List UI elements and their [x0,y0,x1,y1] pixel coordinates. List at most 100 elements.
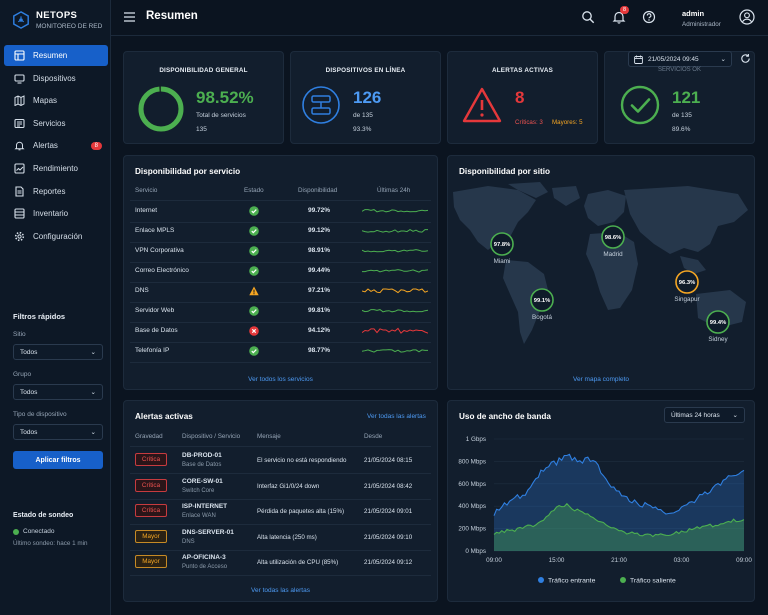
availability-count: 135 [196,126,207,133]
view-all-alerts-bottom-link[interactable]: Ver todas las alertas [251,587,310,594]
availability-ring [138,86,184,132]
active-alerts-card: Alertas activas Ver todas las alertas Gr… [123,400,438,602]
services-ok-kpi-card: 21/05/2024 09:45 ⌄ SERVICIOS OK 121 de 1… [604,51,755,144]
time-range-select[interactable]: Últimas 24 horas ⌄ [664,407,745,423]
major-alerts-count: Mayores: 5 [552,119,583,126]
hamburger-menu-icon[interactable] [124,12,135,22]
severity-badge: Mayor [135,555,167,568]
sidebar-item-inventory[interactable]: Inventario [4,203,108,224]
col-availability: Disponibilidad [298,187,338,194]
user-avatar-icon[interactable] [739,9,755,25]
alert-since: 21/05/2024 08:42 [364,482,413,490]
world-landmass [453,182,748,344]
alert-device-name[interactable]: DB-PROD-01 [182,452,222,459]
site-marker[interactable]: 96.3% Singapur [674,270,700,303]
map-icon [14,95,25,107]
refresh-icon[interactable] [740,53,751,64]
series-line [493,502,745,538]
col-severity: Gravedad [135,433,163,440]
probe-status: Estado de sondeo Conectado Último sondeo… [13,512,109,547]
row-divider [130,498,431,500]
sidebar-item-bell[interactable]: Alertas 8 [4,135,108,156]
site-marker[interactable]: 99.4% Sidney [706,310,730,343]
site-name: Madrid [603,251,623,258]
sparkline-24h [362,327,428,334]
view-full-map-link[interactable]: Ver mapa completo [572,376,629,383]
service-name: DNS [135,287,149,294]
service-name: VPN Corporativa [135,247,184,254]
row-divider [130,549,431,551]
sidebar-item-gear[interactable]: Configuración [4,226,108,247]
services-ok-value: 121 [672,88,701,107]
view-all-alerts-top-link[interactable]: Ver todas las alertas [367,413,426,420]
sparkline-24h [362,209,428,213]
app-subtitle: MONITOREO DE RED [36,23,103,30]
service-availability-value: 99.12% [308,227,331,234]
alert-device-name[interactable]: AP-OFICINA-3 [182,554,226,561]
page-title: Resumen [146,10,198,22]
site-availability-value: 99.1% [534,298,550,304]
services-availability-title: Disponibilidad por servicio [135,167,241,176]
device-type-filter-select[interactable]: Todos ⌄ [13,424,103,440]
sidebar-item-label: Reportes [33,186,66,196]
sidebar-item-services[interactable]: Servicios [4,113,108,134]
alert-device-name[interactable]: ISP-INTERNET [182,503,228,510]
services-ok-kpi-title: SERVICIOS OK [658,67,701,73]
online-devices-kpi-card: DISPOSITIVOS EN LÍNEA 126 de 135 93.3% [290,51,441,144]
alert-message: Interfaz Gi1/0/24 down [257,482,320,490]
sidebar-item-devices[interactable]: Dispositivos [4,68,108,89]
sidebar-item-label: Mapas [33,96,58,106]
view-all-services-link[interactable]: Ver todos los servicios [248,376,313,383]
check-status-icon [249,306,259,316]
dashboard-icon [14,50,25,61]
site-filter-select[interactable]: Todos ⌄ [13,344,103,360]
col-status: Estado [244,187,264,194]
app-name: NETOPS [36,10,78,21]
user-menu[interactable]: admin Administrador [682,9,721,28]
severity-badge: Crítica [135,504,167,517]
alert-device-name[interactable]: CORE-SW-01 [182,477,223,485]
app-logo[interactable]: NETOPS MONITOREO DE RED [12,10,102,30]
sidebar-item-performance[interactable]: Rendimiento [4,158,108,179]
alert-device-name[interactable]: DNS-SERVER-01 [182,528,234,536]
gear-icon [14,231,25,241]
y-tick-label: 400 Mbps [458,503,486,510]
site-marker[interactable]: 97.8% Miami [490,232,514,265]
alert-service-name: Base de Datos [182,462,222,468]
world-map[interactable]: 97.8% Miami 98.6% Madrid 99.1% Bogotá 96.3% Sin… [448,182,754,372]
col-last-24h: Últimas 24h [377,187,411,194]
site-marker[interactable]: 99.1% Bogotá [530,288,554,321]
row-divider [130,362,431,363]
search-icon[interactable] [581,10,595,24]
check-status-icon [249,226,259,236]
date-time-picker[interactable]: 21/05/2024 09:45 ⌄ [628,51,732,67]
service-availability-value: 99.81% [308,307,331,314]
alert-since: 21/05/2024 09:10 [364,533,413,541]
quick-filters-title: Filtros rápidos [13,312,66,321]
alert-message: Alta utilización de CPU (85%) [257,559,339,566]
alert-service-name: Enlace WAN [182,513,216,519]
sidebar-item-map[interactable]: Mapas [4,90,108,111]
sparkline-24h [362,229,428,233]
apply-filters-button[interactable]: Aplicar filtros [13,451,103,469]
top-bar: Resumen 8 admin Administrador [111,0,768,36]
alert-service-name: Switch Core [182,487,215,494]
check-status-icon [249,206,259,216]
sidebar-item-dashboard[interactable]: Resumen [4,45,108,66]
site-marker[interactable]: 98.6% Madrid [601,225,625,258]
probe-status-text: Conectado [23,528,55,535]
sidebar-item-label: Servicios [33,118,66,128]
network-logo-icon [13,11,29,29]
col-device: Dispositivo / Servicio [182,433,241,440]
group-filter-select[interactable]: Todos ⌄ [13,384,103,400]
row-divider [130,575,431,576]
chevron-down-icon: ⌄ [90,389,96,396]
inventory-icon [14,208,25,219]
series-line [493,453,745,516]
y-tick-label: 800 Mbps [458,458,486,465]
help-icon[interactable] [642,10,656,24]
active-alerts-kpi-card: ALERTAS ACTIVAS 8 Críticas: 3 Mayores: 5 [447,51,598,144]
sidebar-item-reports[interactable]: Reportes [4,181,108,202]
y-tick-label: 0 Mbps [465,548,486,555]
availability-value: 98.52% [196,88,254,107]
